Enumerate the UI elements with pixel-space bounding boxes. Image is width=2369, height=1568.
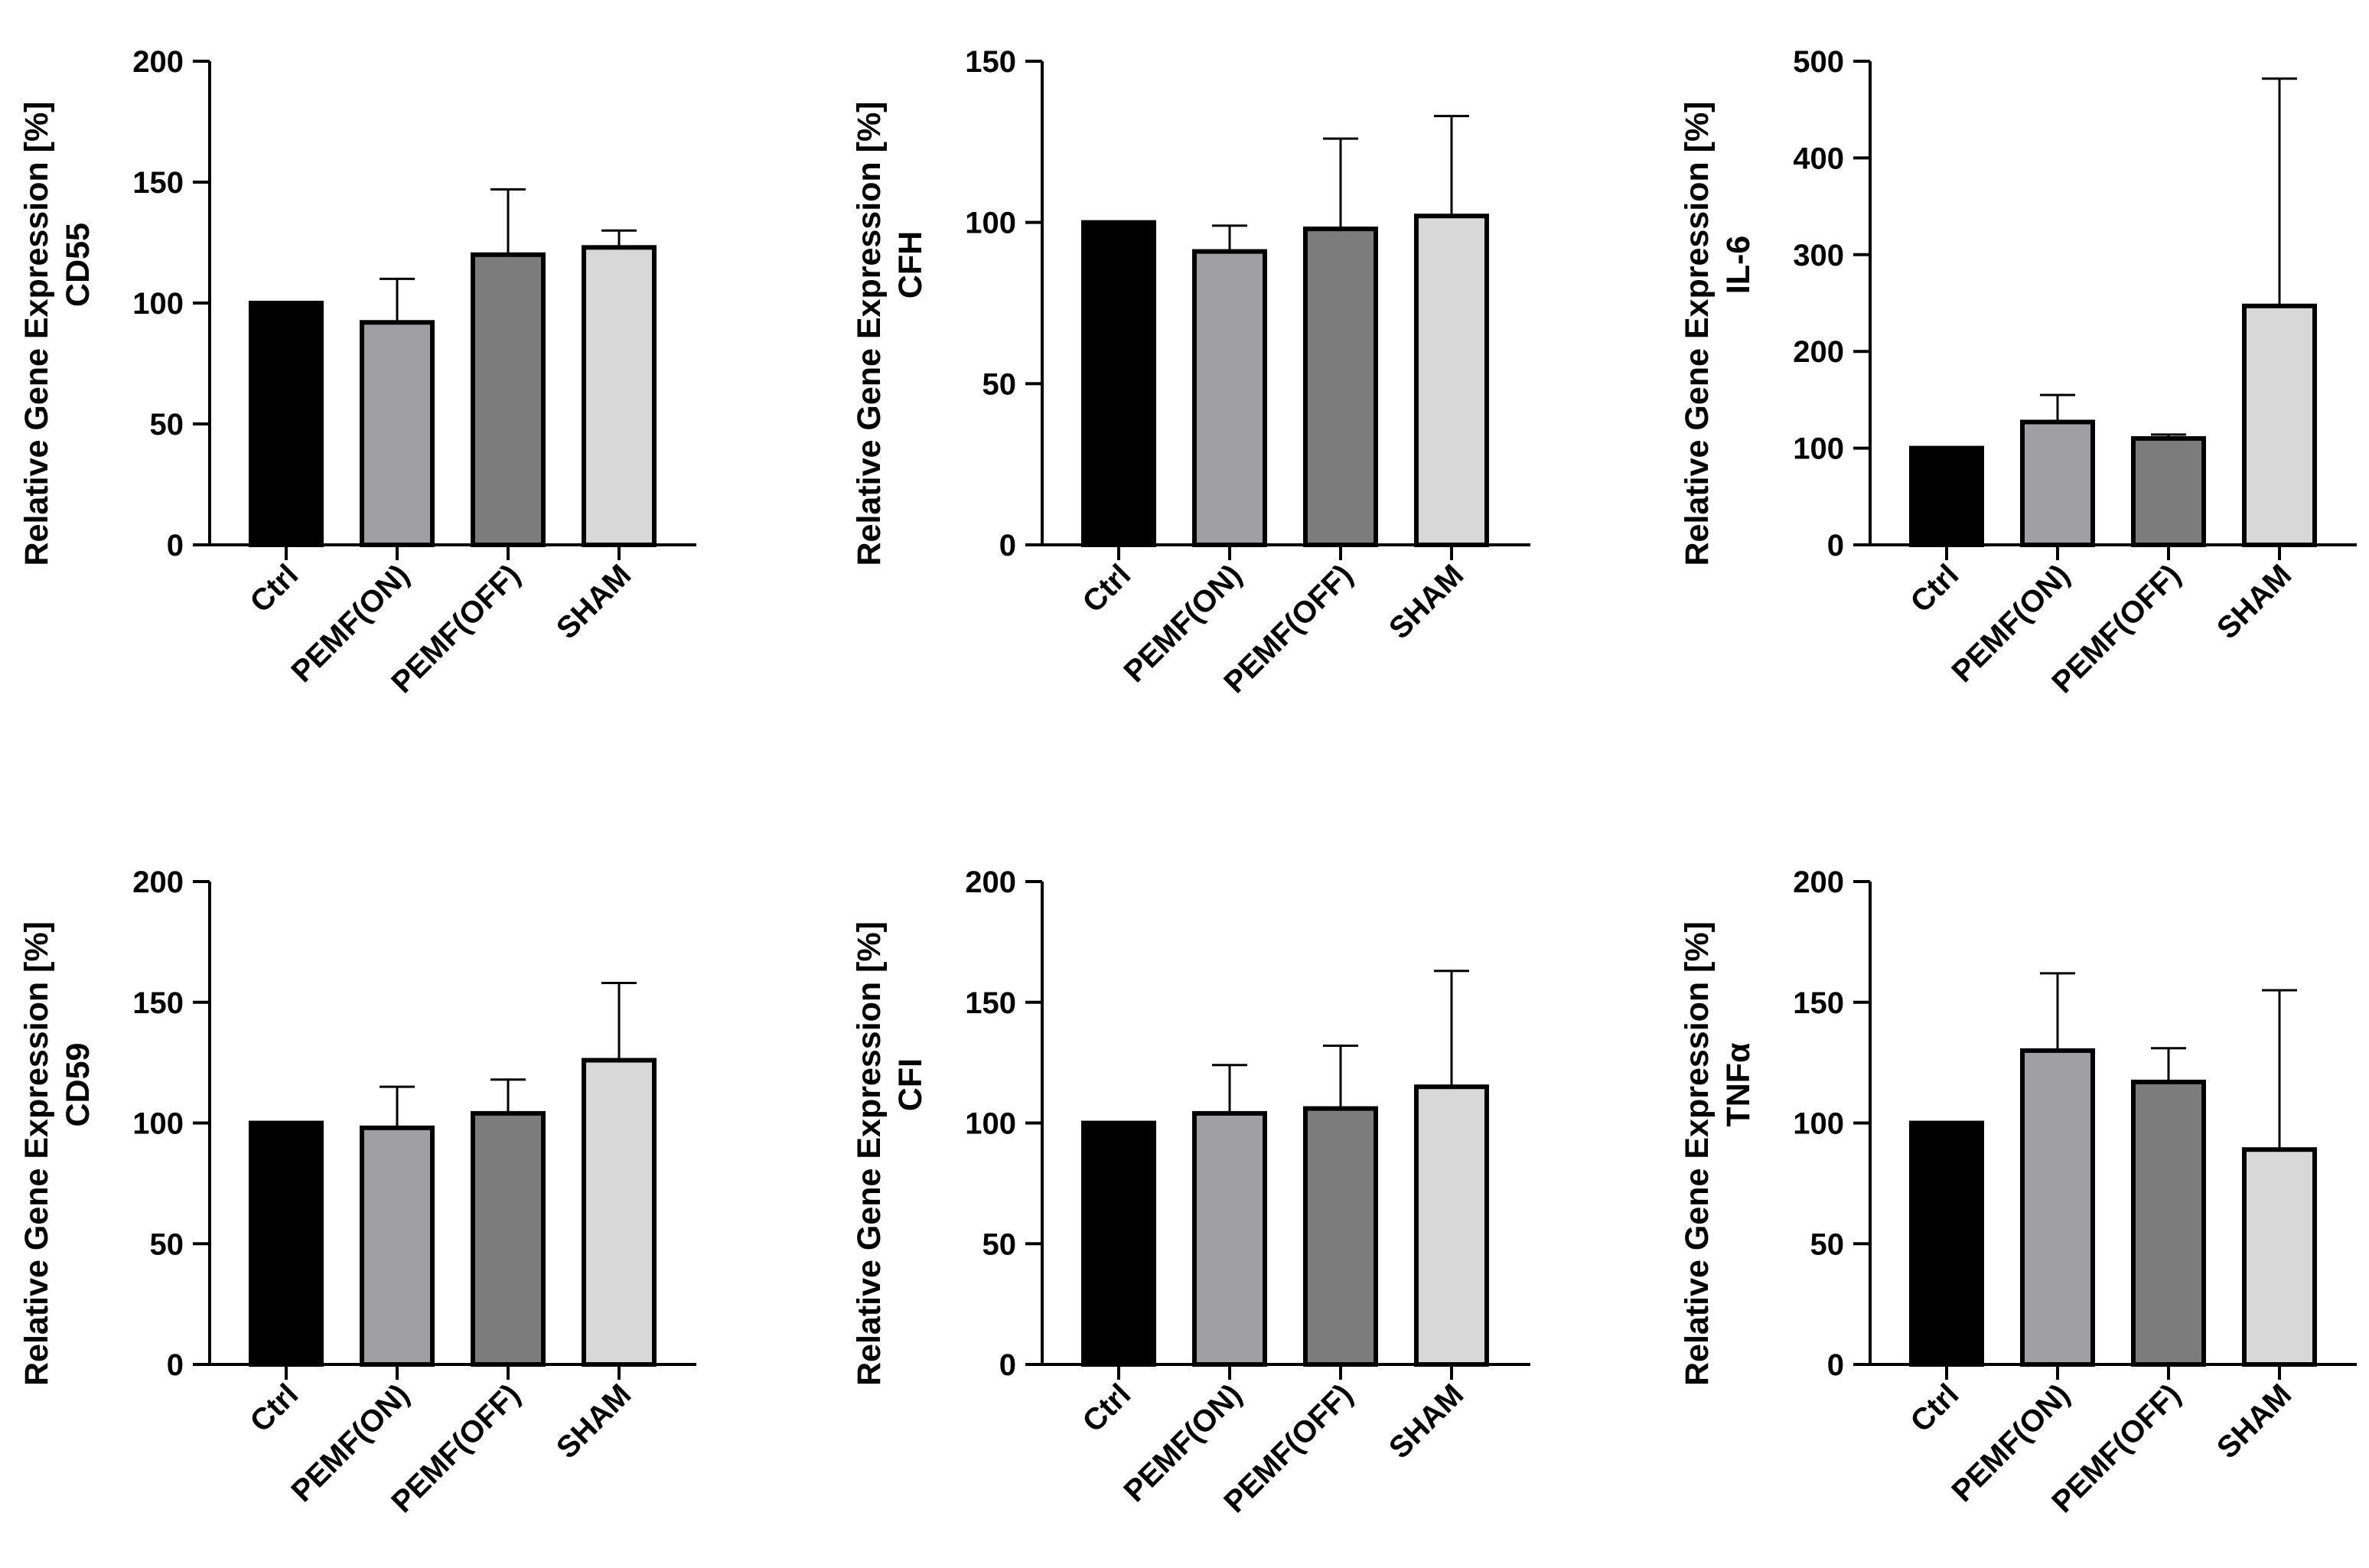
category-label: SHAM [1383, 558, 1470, 645]
y-tick-label: 500 [1793, 45, 1844, 79]
y-tick-label: 50 [982, 367, 1017, 401]
y-axis-title: Relative Gene Expression [%] [1679, 921, 1716, 1386]
category-label: SHAM [1383, 1377, 1470, 1465]
y-tick-label: 50 [1810, 1227, 1845, 1261]
y-tick-label: 150 [965, 45, 1016, 79]
y-tick-label: 150 [132, 166, 184, 200]
y-tick-label: 200 [965, 865, 1016, 899]
y-axis-title: Relative Gene Expression [%] [1679, 102, 1716, 566]
y-tick-label: 200 [132, 45, 184, 79]
y-axis-title: Relative Gene Expression [%] [18, 921, 55, 1386]
y-tick-label: 200 [1793, 865, 1844, 899]
bar-pemfoff [2131, 1079, 2206, 1367]
category-label: Ctrl [1077, 558, 1138, 619]
y-tick-label: 400 [1793, 142, 1844, 175]
category-label: SHAM [550, 558, 637, 645]
bar-pemfoff [1303, 227, 1378, 547]
y-tick-label: 0 [167, 529, 184, 562]
category-label: SHAM [2211, 1377, 2298, 1465]
bar-ctrl [249, 1120, 324, 1367]
y-axis-gene-name: CD55 [60, 223, 96, 307]
bar-sham [2242, 1147, 2317, 1367]
bar-sham [582, 245, 657, 547]
category-label: Ctrl [1905, 1377, 1966, 1439]
y-axis-gene-name: IL-6 [1720, 236, 1757, 294]
y-tick-label: 0 [999, 529, 1016, 562]
y-axis-gene-name: CFH [892, 231, 929, 298]
bar-sham [2242, 303, 2317, 547]
y-tick-label: 150 [1793, 986, 1844, 1020]
bar-ctrl [1909, 445, 1984, 547]
category-label: SHAM [550, 1377, 637, 1465]
y-tick-label: 0 [1827, 1348, 1844, 1382]
category-label: SHAM [2211, 558, 2298, 645]
y-tick-label: 200 [1793, 335, 1844, 369]
y-tick-label: 300 [1793, 239, 1844, 272]
bar-pemfoff [471, 252, 546, 547]
y-tick-label: 50 [150, 408, 184, 442]
y-axis-gene-name: CFI [892, 1058, 929, 1111]
category-label: Ctrl [244, 558, 305, 619]
y-axis-title: Relative Gene Expression [%] [851, 102, 888, 566]
bar-sham [582, 1058, 657, 1367]
y-tick-label: 150 [132, 986, 184, 1020]
y-axis-gene-name: TNFα [1720, 1042, 1757, 1126]
bar-pemfon [1192, 1110, 1267, 1367]
y-tick-label: 50 [982, 1227, 1017, 1261]
y-tick-label: 100 [965, 1107, 1016, 1141]
y-tick-label: 100 [1793, 1107, 1844, 1141]
bar-pemfoff [471, 1110, 546, 1367]
y-axis-gene-name: CD59 [60, 1043, 96, 1127]
y-tick-label: 0 [1827, 529, 1844, 562]
y-tick-label: 50 [150, 1227, 184, 1261]
y-tick-label: 200 [132, 865, 184, 899]
bar-pemfon [360, 320, 435, 547]
y-tick-label: 100 [965, 207, 1016, 240]
bar-ctrl [1909, 1120, 1984, 1367]
y-tick-label: 100 [132, 287, 184, 321]
bar-sham [1414, 214, 1489, 547]
category-label: Ctrl [1077, 1377, 1138, 1439]
bar-pemfoff [1303, 1106, 1378, 1367]
bar-pemfon [2020, 419, 2095, 547]
y-axis-title: Relative Gene Expression [%] [851, 921, 888, 1386]
bar-ctrl [249, 301, 324, 547]
y-tick-label: 100 [132, 1107, 184, 1141]
bar-pemfon [1192, 249, 1267, 547]
bar-pemfoff [2131, 435, 2206, 548]
bar-sham [1414, 1084, 1489, 1368]
bar-pemfon [2020, 1048, 2095, 1367]
bar-ctrl [1081, 220, 1156, 547]
bar-pemfon [360, 1125, 435, 1368]
y-axis-title: Relative Gene Expression [%] [18, 102, 55, 566]
y-tick-label: 0 [999, 1348, 1016, 1382]
bar-ctrl [1081, 1120, 1156, 1367]
y-tick-label: 0 [167, 1348, 184, 1382]
category-label: Ctrl [244, 1377, 305, 1439]
y-tick-label: 150 [965, 986, 1016, 1020]
y-tick-label: 100 [1793, 432, 1844, 466]
category-label: Ctrl [1905, 558, 1966, 619]
